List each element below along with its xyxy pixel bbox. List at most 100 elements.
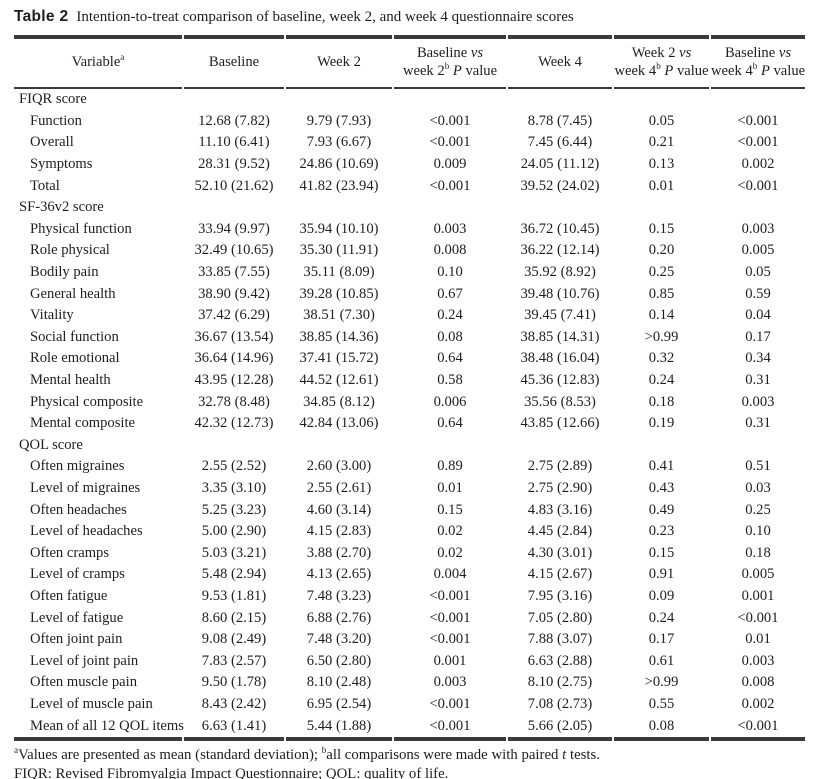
value-cell-1: 34.85 (8.12)	[303, 393, 375, 410]
value-cell-1: 3.88 (2.70)	[306, 544, 372, 561]
empty-cell	[614, 197, 709, 219]
value-cell-3: 39.45 (7.41)	[524, 307, 596, 324]
table-row: Social function 36.67 (13.54) 38.85 (14.36…	[14, 327, 805, 349]
value-cell-3: 4.45 (2.84)	[527, 523, 593, 540]
value-cell-5: <0.001	[737, 177, 779, 194]
value-cell-2: 0.001	[433, 652, 467, 669]
value-cell-5: 0.003	[741, 393, 775, 410]
value-cell-4: >0.99	[644, 328, 679, 345]
footnote-line-1: aValues are presented as mean (standard …	[14, 745, 805, 766]
column-header-2: Week 2	[286, 35, 392, 89]
italic-text: P	[664, 63, 674, 79]
variable-label: Bodily pain	[30, 264, 99, 281]
value-cell-3: 6.63 (2.88)	[527, 652, 593, 669]
value-cell-5: 0.18	[745, 544, 771, 561]
value-cell-1: 6.50 (2.80)	[306, 652, 372, 669]
text: FIQR: Revised Fibromyalgia Impact Questi…	[14, 766, 449, 779]
table-body: FIQR score Function 12.68 (7.82) 9.79 (7.93…	[14, 89, 805, 741]
value-cell-2: 0.15	[437, 501, 463, 518]
value-cell-4: 0.14	[648, 307, 675, 324]
value-cell-2: 0.003	[433, 674, 467, 691]
value-cell-4: 0.01	[648, 177, 675, 194]
variable-label: Often cramps	[30, 544, 110, 561]
section-row: QOL score	[14, 435, 805, 457]
value-cell-1: 35.30 (11.91)	[299, 242, 379, 259]
table-row: Often headaches 5.25 (3.23) 4.60 (3.14) 0.1…	[14, 499, 805, 521]
value-cell-0: 5.48 (2.94)	[201, 566, 267, 583]
value-cell-1: 4.13 (2.65)	[306, 566, 372, 583]
value-cell-1: 35.94 (10.10)	[299, 220, 379, 237]
table-row: Often cramps 5.03 (3.21) 3.88 (2.70) 0.02 4.…	[14, 542, 805, 564]
text: Week 2	[631, 45, 680, 61]
italic-text: t	[562, 746, 567, 763]
value-cell-1: 39.28 (10.85)	[299, 285, 379, 302]
table-row: Physical composite 32.78 (8.48) 34.85 (8.1…	[14, 391, 805, 413]
variable-label: Level of fatigue	[30, 609, 124, 626]
value-cell-5: 0.04	[745, 307, 771, 324]
value-cell-5: 0.008	[741, 674, 775, 691]
value-cell-0: 7.83 (2.57)	[201, 652, 267, 669]
value-cell-0: 36.67 (13.54)	[194, 328, 274, 345]
value-cell-1: 7.48 (3.23)	[306, 587, 372, 604]
value-cell-5: 0.05	[745, 264, 771, 281]
value-cell-3: 39.52 (24.02)	[520, 177, 600, 194]
text: Week 4	[538, 54, 582, 70]
value-cell-5: 0.003	[741, 220, 775, 237]
table-number-label: Table 2	[14, 8, 69, 25]
table-footnotes: aValues are presented as mean (standard …	[14, 745, 805, 779]
value-cell-1: 2.60 (3.00)	[306, 458, 372, 475]
value-cell-3: 38.48 (16.04)	[520, 350, 600, 367]
value-cell-1: 44.52 (12.61)	[299, 372, 379, 389]
value-cell-2: <0.001	[429, 112, 471, 129]
value-cell-4: 0.05	[648, 112, 675, 129]
variable-label: Physical function	[30, 220, 132, 237]
empty-cell	[508, 89, 612, 111]
value-cell-5: <0.001	[711, 715, 805, 741]
variable-label: Role emotional	[30, 350, 120, 367]
value-cell-4: 0.25	[648, 264, 675, 281]
value-cell-3: 7.05 (2.80)	[527, 609, 593, 626]
value-cell-0: 33.94 (9.97)	[198, 220, 270, 237]
value-cell-1: 7.48 (3.20)	[306, 631, 372, 648]
value-cell-1: 6.88 (2.76)	[306, 609, 372, 626]
value-cell-5: 0.01	[745, 631, 771, 648]
value-cell-1: 41.82 (23.94)	[299, 177, 379, 194]
value-cell-3: 4.30 (3.01)	[527, 544, 593, 561]
variable-label: Level of muscle pain	[30, 695, 153, 712]
value-cell-3: 39.48 (10.76)	[520, 285, 600, 302]
text: tests.	[566, 746, 600, 763]
empty-cell	[394, 197, 506, 219]
value-cell-2: 0.009	[433, 156, 467, 173]
variable-label: Often muscle pain	[30, 674, 137, 691]
value-cell-2: 0.58	[437, 372, 463, 389]
empty-cell	[394, 435, 506, 457]
value-cell-1: 42.84 (13.06)	[299, 415, 379, 432]
value-cell-5: 0.31	[745, 372, 771, 389]
text: Values are presented as mean (standard d…	[18, 746, 322, 763]
value-cell-1: 35.11 (8.09)	[303, 264, 375, 281]
value-cell-0: 32.49 (10.65)	[194, 242, 274, 259]
value-cell-5: 0.002	[741, 156, 775, 173]
text: Variable	[71, 54, 121, 70]
table-row: Symptoms 28.31 (9.52) 24.86 (10.69) 0.009 24…	[14, 154, 805, 176]
table-row: Bodily pain 33.85 (7.55) 35.11 (8.09) 0.10 3…	[14, 262, 805, 284]
table-row: Role emotional 36.64 (14.96) 37.41 (15.72)…	[14, 348, 805, 370]
italic-text: P	[760, 63, 770, 79]
value-cell-3: 7.88 (3.07)	[527, 631, 593, 648]
value-cell-3: 35.92 (8.92)	[524, 264, 596, 281]
section-label: SF-36v2 score	[19, 199, 104, 216]
value-cell-0: 12.68 (7.82)	[198, 112, 270, 129]
value-cell-1: 4.15 (2.83)	[306, 523, 372, 540]
italic-text: P	[452, 63, 462, 79]
value-cell-0: 43.95 (12.28)	[194, 372, 274, 389]
table-row: Mean of all 12 QOL items 6.63 (1.41) 5.44 …	[14, 715, 805, 741]
value-cell-0: 11.10 (6.41)	[198, 134, 270, 151]
value-cell-1: 24.86 (10.69)	[299, 156, 379, 173]
header-row: Variablea Baseline Week 2 Baseline vs week 2…	[14, 35, 805, 89]
value-cell-4: 0.49	[648, 501, 675, 518]
empty-cell	[508, 435, 612, 457]
value-cell-4: 0.15	[648, 220, 675, 237]
value-cell-0: 32.78 (8.48)	[198, 393, 270, 410]
variable-label: Vitality	[30, 307, 74, 324]
